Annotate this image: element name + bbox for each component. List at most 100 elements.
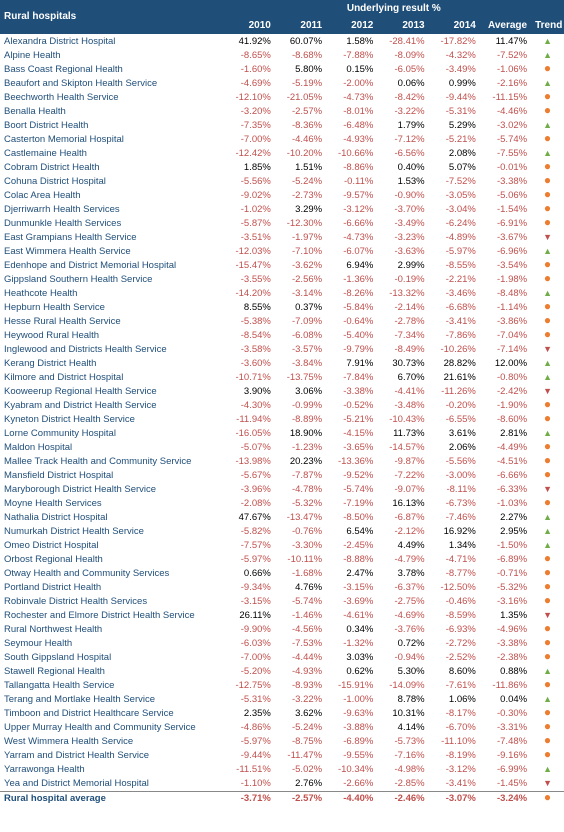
value-cell: 5.30%	[377, 665, 428, 679]
value-cell: -1.60%	[224, 63, 275, 77]
trend-cell: ●	[531, 595, 564, 609]
value-cell: -5.97%	[224, 553, 275, 567]
table-row: Stawell Regional Health-5.20%-4.93%0.62%…	[0, 665, 564, 679]
average-cell: -7.14%	[480, 343, 531, 357]
hospital-name: Moyne Health Services	[0, 497, 224, 511]
value-cell: -8.77%	[429, 567, 480, 581]
average-cell: -7.04%	[480, 329, 531, 343]
value-cell: 6.54%	[326, 525, 377, 539]
value-cell: -15.91%	[326, 679, 377, 693]
hospital-name: East Grampians Health Service	[0, 231, 224, 245]
value-cell: 1.34%	[429, 539, 480, 553]
footer-value: -3.07%	[429, 791, 480, 806]
trend-cell: ▼	[531, 343, 564, 357]
table-row: East Wimmera Health Service-12.03%-7.10%…	[0, 245, 564, 259]
hospital-name: Yarram and District Health Service	[0, 749, 224, 763]
value-cell: -1.97%	[275, 231, 326, 245]
value-cell: -5.97%	[224, 735, 275, 749]
table-row: Otway Health and Community Services0.66%…	[0, 567, 564, 581]
value-cell: 3.06%	[275, 385, 326, 399]
rural-hospitals-table: Rural hospitals Underlying result % 2010…	[0, 0, 564, 806]
trend-cell: ●	[531, 259, 564, 273]
value-cell: -5.19%	[275, 77, 326, 91]
trend-cell: ●	[531, 553, 564, 567]
value-cell: -6.70%	[429, 721, 480, 735]
footer-average-row: Rural hospital average-3.71%-2.57%-4.40%…	[0, 791, 564, 806]
hospital-name: Rochester and Elmore District Health Ser…	[0, 609, 224, 623]
average-cell: -2.16%	[480, 77, 531, 91]
value-cell: -5.32%	[275, 497, 326, 511]
trend-cell: ▼	[531, 385, 564, 399]
trend-cell: ●	[531, 399, 564, 413]
value-cell: -3.22%	[377, 105, 428, 119]
value-cell: -1.36%	[326, 273, 377, 287]
value-cell: -4.93%	[275, 665, 326, 679]
table-row: Numurkah District Health Service-5.82%-0…	[0, 525, 564, 539]
value-cell: -5.21%	[429, 133, 480, 147]
value-cell: -3.65%	[326, 441, 377, 455]
value-cell: -10.66%	[326, 147, 377, 161]
average-cell: -1.06%	[480, 63, 531, 77]
value-cell: -5.56%	[224, 175, 275, 189]
table-row: Lorne Community Hospital-16.05%18.90%-4.…	[0, 427, 564, 441]
hospital-name: Terang and Mortlake Health Service	[0, 693, 224, 707]
value-cell: 2.08%	[429, 147, 480, 161]
average-cell: -6.96%	[480, 245, 531, 259]
value-cell: -2.00%	[326, 77, 377, 91]
table-row: Rochester and Elmore District Health Ser…	[0, 609, 564, 623]
value-cell: -0.20%	[429, 399, 480, 413]
value-cell: 8.55%	[224, 301, 275, 315]
average-cell: 1.35%	[480, 609, 531, 623]
value-cell: 0.34%	[326, 623, 377, 637]
value-cell: -13.75%	[275, 371, 326, 385]
value-cell: -3.15%	[224, 595, 275, 609]
value-cell: -4.15%	[326, 427, 377, 441]
table-row: Nathalia District Hospital47.67%-13.47%-…	[0, 511, 564, 525]
value-cell: -2.57%	[275, 105, 326, 119]
trend-cell: ●	[531, 189, 564, 203]
trend-cell: ▲	[531, 357, 564, 371]
hospital-name: Maryborough District Health Service	[0, 483, 224, 497]
average-cell: -0.71%	[480, 567, 531, 581]
value-cell: -8.86%	[326, 161, 377, 175]
value-cell: 8.60%	[429, 665, 480, 679]
value-cell: -5.20%	[224, 665, 275, 679]
value-cell: 0.40%	[377, 161, 428, 175]
trend-cell: ▲	[531, 665, 564, 679]
average-cell: -11.15%	[480, 91, 531, 105]
value-cell: -3.49%	[377, 217, 428, 231]
value-cell: -13.47%	[275, 511, 326, 525]
value-cell: -9.02%	[224, 189, 275, 203]
table-row: Heathcote Health-14.20%-3.14%-8.26%-13.3…	[0, 287, 564, 301]
value-cell: -3.48%	[377, 399, 428, 413]
value-cell: -7.22%	[377, 469, 428, 483]
hospital-name: Edenhope and District Memorial Hospital	[0, 259, 224, 273]
trend-cell: ●	[531, 413, 564, 427]
value-cell: -9.34%	[224, 581, 275, 595]
value-cell: -1.00%	[326, 693, 377, 707]
value-cell: -8.75%	[275, 735, 326, 749]
value-cell: -6.03%	[224, 637, 275, 651]
table-row: Yarrawonga Health-11.51%-5.02%-10.34%-4.…	[0, 763, 564, 777]
col-2013: 2013	[377, 17, 428, 34]
average-cell: -7.48%	[480, 735, 531, 749]
table-row: Rural Northwest Health-9.90%-4.56%0.34%-…	[0, 623, 564, 637]
value-cell: -4.79%	[377, 553, 428, 567]
trend-cell: ●	[531, 63, 564, 77]
table-row: West Wimmera Health Service-5.97%-8.75%-…	[0, 735, 564, 749]
hospital-name: Inglewood and Districts Health Service	[0, 343, 224, 357]
value-cell: -21.05%	[275, 91, 326, 105]
value-cell: -7.35%	[224, 119, 275, 133]
value-cell: -12.50%	[429, 581, 480, 595]
col-header-name: Rural hospitals	[0, 0, 224, 34]
table-row: Dunmunkle Health Services-5.87%-12.30%-6…	[0, 217, 564, 231]
table-row: Maldon Hospital-5.07%-1.23%-3.65%-14.57%…	[0, 441, 564, 455]
average-cell: -7.52%	[480, 49, 531, 63]
value-cell: -1.10%	[224, 777, 275, 792]
average-cell: -0.80%	[480, 371, 531, 385]
table-row: Robinvale District Health Services-3.15%…	[0, 595, 564, 609]
value-cell: -6.87%	[377, 511, 428, 525]
trend-cell: ●	[531, 203, 564, 217]
hospital-name: Gippsland Southern Health Service	[0, 273, 224, 287]
table-row: Benalla Health-3.20%-2.57%-8.01%-3.22%-5…	[0, 105, 564, 119]
